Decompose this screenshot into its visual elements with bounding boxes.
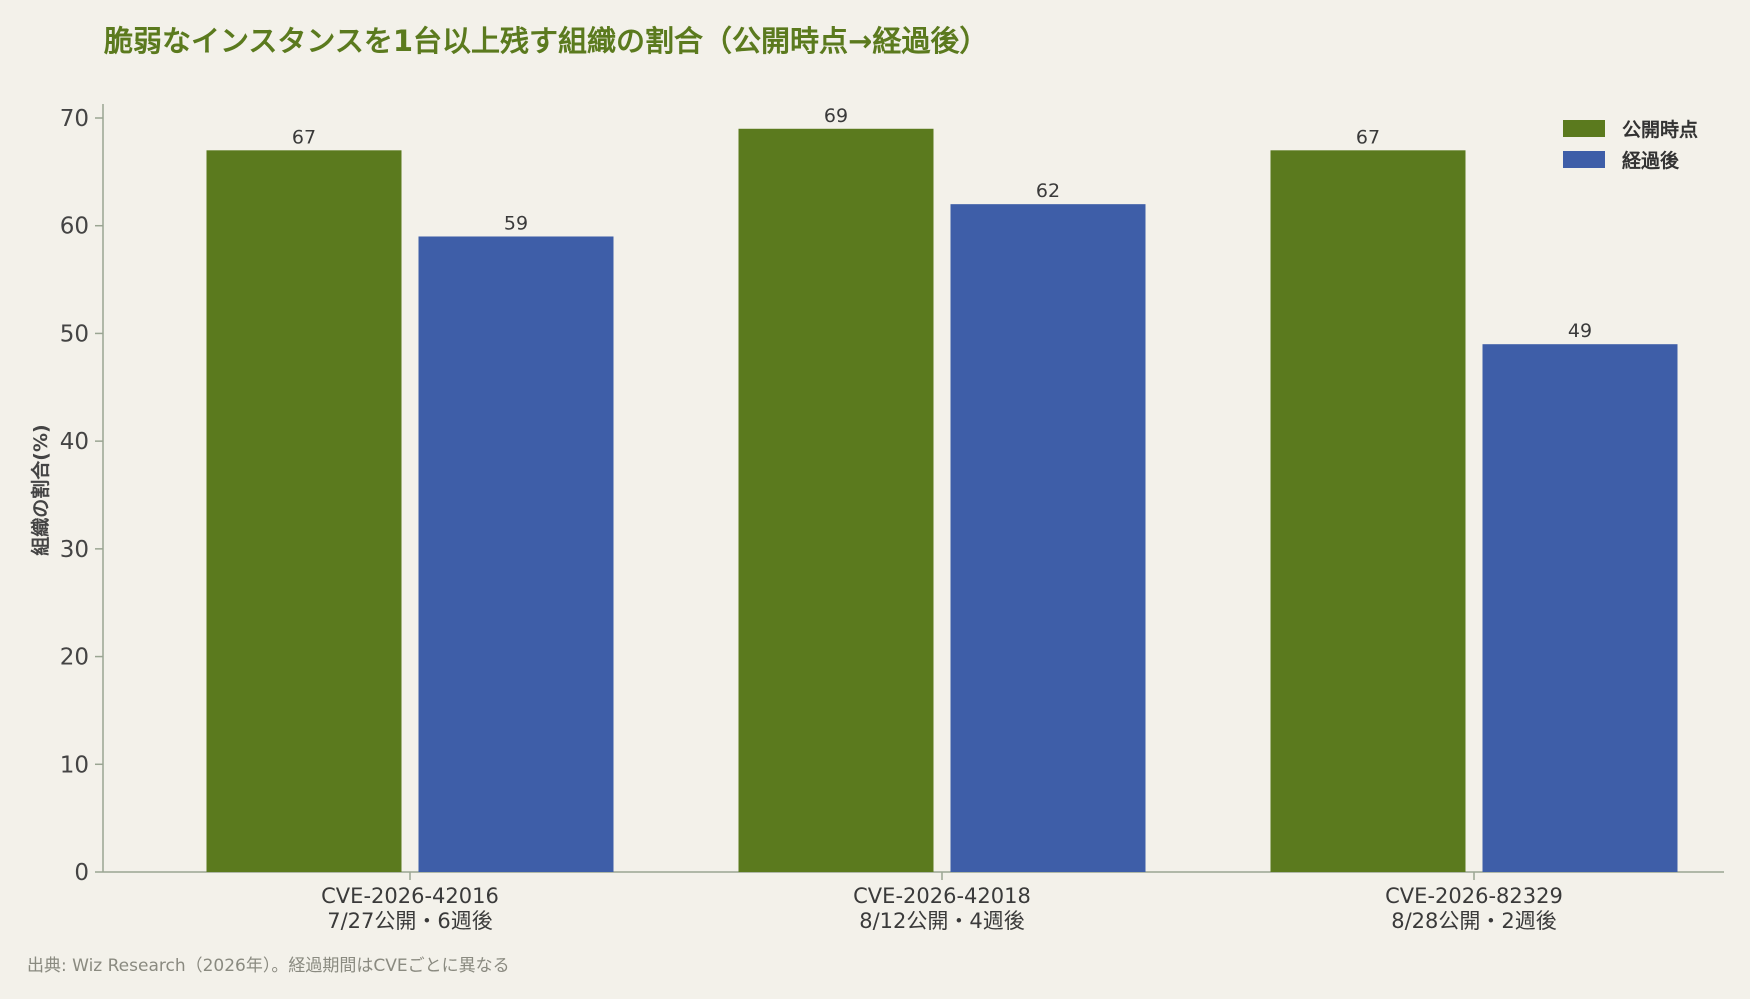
legend-label: 公開時点 [1622,119,1698,141]
y-tick-label: 20 [60,645,89,671]
bar-at-disclosure-3 [1270,150,1466,873]
y-tick-label: 0 [74,860,89,886]
x-tick-label-sub: 7/27公開・6週後 [327,909,493,933]
bars [206,128,1678,873]
bar-after-1 [418,236,614,872]
y-tick-label: 30 [60,537,89,563]
y-tick-label: 70 [60,106,89,132]
bar-at-disclosure-1 [206,150,402,873]
x-tick-label-sub: 8/12公開・4週後 [859,909,1025,933]
x-tick-label: CVE-2026-82329 [1385,884,1563,908]
x-tick-label-sub: 8/28公開・2週後 [1391,909,1557,933]
data-label: 67 [1356,126,1380,148]
data-label: 59 [504,212,528,234]
chart-title: 脆弱なインスタンスを1台以上残す組織の割合（公開時点→経過後） [104,24,989,58]
source-note: 出典: Wiz Research（2026年）。経過期間はCVEごとに異なる [27,956,510,976]
legend-label: 経過後 [1622,149,1680,172]
data-label: 62 [1036,180,1060,202]
bar-at-disclosure-2 [738,128,934,872]
bar-after-3 [1482,344,1678,872]
data-label: 67 [292,126,316,148]
data-label: 49 [1568,320,1592,342]
x-tick-label: CVE-2026-42016 [321,884,499,908]
y-tick-label: 40 [60,429,89,455]
data-label: 69 [824,105,848,127]
legend-swatch [1563,151,1605,168]
y-tick-label: 50 [60,321,89,347]
bar-after-2 [950,204,1146,872]
legend-swatch [1563,120,1605,137]
y-tick-label: 60 [60,214,89,240]
y-axis-label: 組織の割合(%) [29,424,52,555]
x-tick-label: CVE-2026-42018 [853,884,1031,908]
y-tick-label: 10 [60,752,89,778]
